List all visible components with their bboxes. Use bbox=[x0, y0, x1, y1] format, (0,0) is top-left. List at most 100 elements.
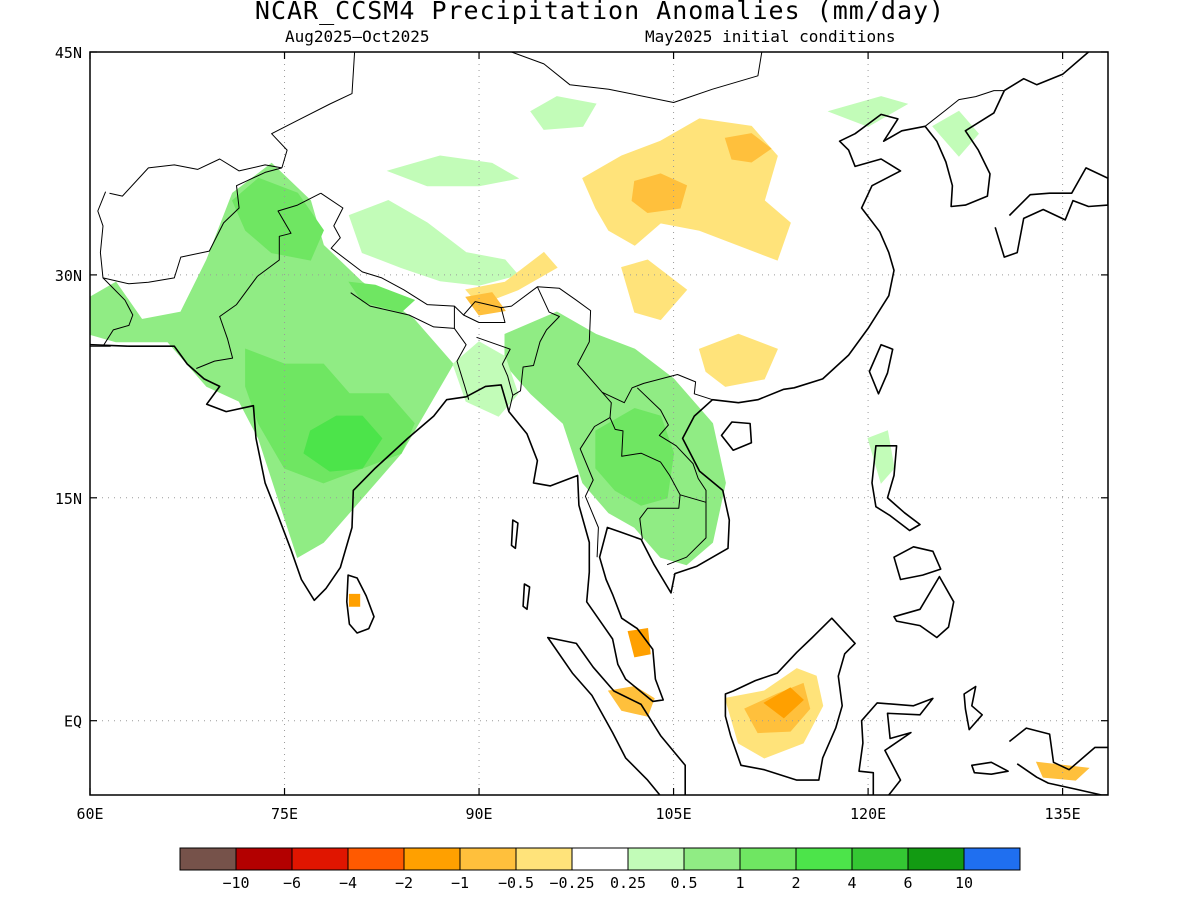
colorbar-swatch bbox=[235, 847, 293, 871]
border-china-mongolia bbox=[508, 52, 763, 103]
lon-label-135E: 135E bbox=[1045, 805, 1081, 823]
coastline-sri-lanka bbox=[345, 574, 375, 634]
border-china-west bbox=[271, 52, 356, 169]
colorbar-label: 1 bbox=[735, 874, 744, 892]
colorbar-swatch bbox=[683, 847, 741, 871]
coastline-new-guinea-south bbox=[1016, 763, 1108, 795]
coastline-andaman-islands bbox=[510, 519, 519, 550]
colorbar-swatch bbox=[739, 847, 797, 871]
coastline-java bbox=[676, 807, 797, 847]
coastline-india-coast bbox=[90, 113, 926, 703]
colorbar-swatch bbox=[627, 847, 685, 871]
colorbar-label: −10 bbox=[222, 874, 249, 892]
lon-label-90E: 90E bbox=[465, 805, 492, 823]
coastline-hainan bbox=[720, 421, 753, 452]
border-nepal-india bbox=[350, 292, 455, 329]
anomaly-region-light-wet-korea bbox=[932, 110, 979, 157]
colorbar: −10 −6 −4 −2 −1 −0.5 −0.25 0.25 0.5 1 2 4 6 10 bbox=[179, 847, 1021, 892]
anomaly-region-light-wet-philippines bbox=[867, 430, 895, 484]
anomaly-fields bbox=[90, 96, 1090, 781]
border-afghan-north bbox=[109, 158, 282, 197]
lat-label-EQ: EQ bbox=[64, 713, 82, 731]
border-myanmar-india bbox=[512, 286, 560, 396]
anomaly-region-wet-kashmir bbox=[231, 177, 324, 261]
colorbar-label: −6 bbox=[283, 874, 301, 892]
colorbar-label: 0.5 bbox=[670, 874, 697, 892]
colorbar-label: −2 bbox=[395, 874, 413, 892]
coastline-sumatra bbox=[546, 636, 687, 795]
colorbar-label: −1 bbox=[451, 874, 469, 892]
lat-label-15N: 15N bbox=[55, 490, 82, 508]
anomaly-region-light-wet-tibet-edge bbox=[348, 200, 519, 286]
coastline-japan-kyushu-honshu bbox=[994, 167, 1108, 258]
border-laos-thailand bbox=[609, 417, 681, 540]
colorbar-label: 0.25 bbox=[610, 874, 646, 892]
longitude-axis: 60E 75E 90E 105E 120E 135E bbox=[76, 52, 1081, 823]
border-china-india-nepal bbox=[320, 192, 713, 404]
colorbar-swatch bbox=[907, 847, 965, 871]
border-laos-vietnam bbox=[636, 387, 707, 510]
border-bangladesh bbox=[453, 328, 470, 400]
anomaly-region-light-wet-tarim bbox=[386, 155, 520, 187]
latitude-axis: 45N 30N 15N EQ bbox=[55, 44, 1108, 731]
colorbar-label: −4 bbox=[339, 874, 357, 892]
country-borders bbox=[90, 52, 1005, 566]
coastline-bali-lombok bbox=[803, 843, 861, 847]
coastline-visayas bbox=[893, 545, 942, 581]
coastline-luzon bbox=[871, 444, 921, 532]
border-pakistan-afghan bbox=[102, 167, 283, 285]
anomaly-region-dry-central-china-core bbox=[631, 173, 688, 214]
lat-label-45N: 45N bbox=[55, 44, 82, 62]
anomaly-region-dry-sichuan bbox=[621, 259, 688, 321]
colorbar-label: 2 bbox=[791, 874, 800, 892]
anomaly-region-dry-north-china-core bbox=[724, 133, 772, 163]
anomaly-region-wet-core-india bbox=[303, 415, 383, 472]
lon-label-120E: 120E bbox=[850, 805, 886, 823]
colorbar-label: 6 bbox=[903, 874, 912, 892]
border-india-pakistan bbox=[196, 192, 322, 369]
colorbar-swatch bbox=[403, 847, 461, 871]
colorbar-swatch bbox=[851, 847, 909, 871]
anomaly-region-light-wet-mongolia bbox=[530, 96, 597, 130]
anomaly-region-dry-borneo-strong bbox=[763, 687, 804, 719]
colorbar-label: 10 bbox=[955, 874, 973, 892]
initial-conditions: May2025 initial conditions bbox=[645, 27, 896, 46]
lat-label-30N: 30N bbox=[55, 267, 82, 285]
coastline-korea-coast bbox=[924, 90, 1006, 208]
border-iran-east bbox=[97, 191, 134, 347]
coastline-taiwan bbox=[868, 343, 894, 395]
anomaly-region-light-wet-bay-of-bengal-coast bbox=[452, 341, 519, 417]
coastline-nicobar-islands bbox=[522, 583, 531, 611]
lon-label-105E: 105E bbox=[656, 805, 692, 823]
coastline-halmahera bbox=[963, 685, 984, 731]
anomaly-region-dry-new-guinea bbox=[1035, 761, 1090, 781]
border-myanmar-thailand-laos bbox=[579, 391, 612, 558]
border-china-korea bbox=[924, 90, 1005, 127]
map-title: NCAR_CCSM4 Precipitation Anomalies (mm/d… bbox=[254, 0, 946, 25]
coastline-russia-coast bbox=[1003, 52, 1090, 92]
anomaly-region-dry-malaya bbox=[627, 628, 651, 658]
coastlines bbox=[90, 52, 1108, 847]
coastline-sulawesi bbox=[858, 697, 934, 795]
colorbar-label: −0.25 bbox=[549, 874, 594, 892]
coastline-seram bbox=[970, 761, 1009, 776]
colorbar-swatch bbox=[963, 847, 1021, 871]
border-bhutan-india bbox=[463, 307, 506, 323]
lon-label-60E: 60E bbox=[76, 805, 103, 823]
anomaly-region-wet-nepal bbox=[348, 281, 416, 313]
colorbar-swatch bbox=[459, 847, 517, 871]
colorbar-swatch bbox=[179, 847, 237, 871]
colorbar-swatch bbox=[571, 847, 629, 871]
forecast-period: Aug2025–Oct2025 bbox=[285, 27, 430, 46]
border-bangladesh-east bbox=[476, 336, 514, 412]
anomaly-region-dry-sri-lanka bbox=[348, 593, 361, 607]
anomaly-region-wet-laos-thailand bbox=[595, 408, 675, 506]
coastline-borneo bbox=[724, 617, 856, 781]
lon-label-75E: 75E bbox=[271, 805, 298, 823]
anomaly-region-dry-south-china bbox=[698, 333, 778, 387]
colorbar-swatch bbox=[795, 847, 853, 871]
colorbar-label: −0.5 bbox=[498, 874, 534, 892]
colorbar-swatch bbox=[515, 847, 573, 871]
coastline-mindanao bbox=[893, 575, 955, 639]
